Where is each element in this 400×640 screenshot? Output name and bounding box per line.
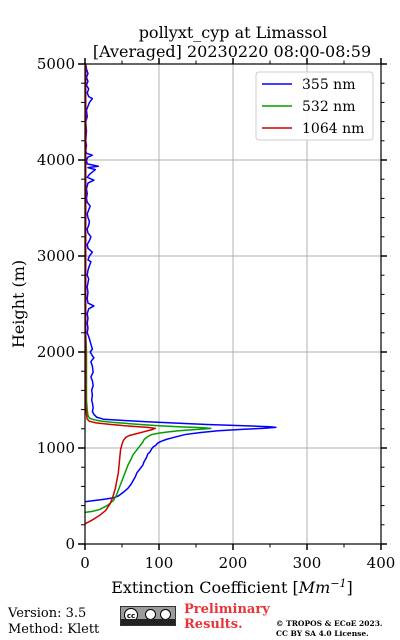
preliminary-results-note: Preliminary Results. [184,602,270,632]
series-line-355-nm [84,63,277,503]
legend: 355 nm 532 nm 1064 nm [255,71,374,141]
y-tick-label: 5000 [37,55,75,73]
extinction-profile-chart: pollyxt_cyp at Limassol [Averaged] 20230… [9,23,396,598]
license-strip [121,619,175,625]
y-axis-label: Height (m) [9,260,28,348]
legend-label-532-nm: 532 nm [302,99,355,115]
version-text: Version: 3.5 [8,606,87,621]
copyright-line1: © TROPOS & ECoE 2023. [276,619,383,628]
copyright-line2: CC BY SA 4.0 License. [276,629,369,638]
legend-label-1064-nm: 1064 nm [302,121,364,137]
copyright-note: © TROPOS & ECoE 2023. CC BY SA 4.0 Licen… [276,619,383,639]
method-text: Method: Klett [8,622,100,637]
x-tick-label: 300 [293,554,322,572]
x-tick-label: 400 [367,554,396,572]
legend-label-355-nm: 355 nm [302,77,355,93]
y-tick-label: 2000 [37,343,75,361]
legend-box [255,71,374,141]
footer-info: Version: 3.5 Method: Klett [8,606,99,638]
x-tick-label: 200 [219,554,248,572]
y-tick-label: 4000 [37,151,75,169]
chart-title-line1: pollyxt_cyp at Limassol [139,23,328,42]
series-line-1064-nm [84,64,157,525]
preliminary-line2: Results. [184,617,243,632]
cc-license-badge: cc [120,606,176,626]
series-line-532-nm [84,64,212,514]
y-tick-label: 1000 [37,439,75,457]
x-tick-label: 100 [145,554,174,572]
preliminary-line1: Preliminary [184,602,270,617]
x-axis-label: Extinction Coefficient [Mm−1] [111,577,353,598]
series-lines [84,63,277,525]
chart-title-line2: [Averaged] 20230220 08:00-08:59 [93,42,371,61]
x-tick-label: 0 [80,554,90,572]
y-tick-label: 0 [65,535,75,553]
y-tick-label: 3000 [37,247,75,265]
